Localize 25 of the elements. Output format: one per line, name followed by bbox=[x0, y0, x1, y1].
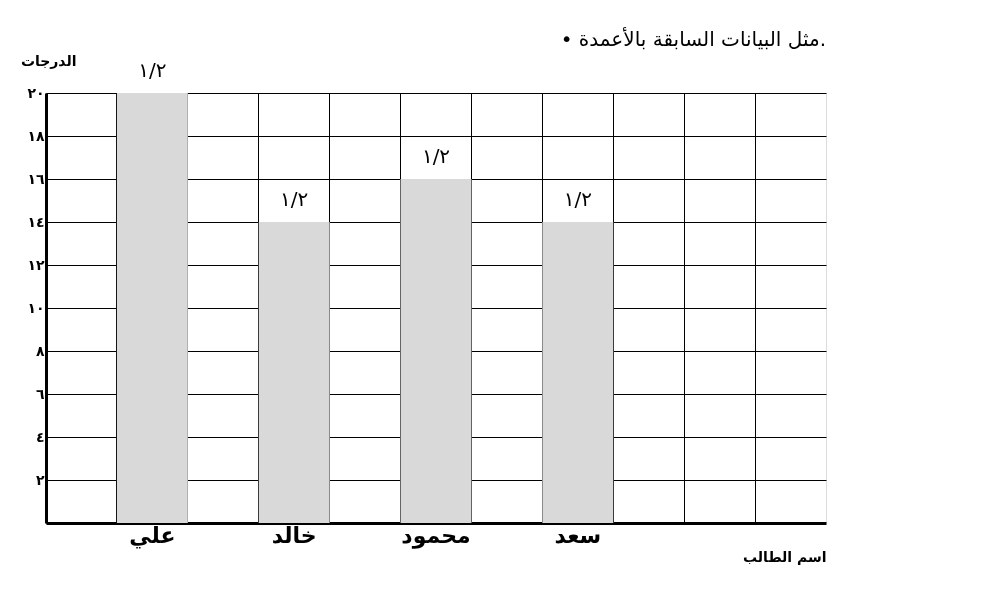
y-tick-label: ٢٠ bbox=[27, 84, 45, 101]
chart-title: • مثل البيانات السابقة بالأعمدة. bbox=[560, 27, 826, 51]
y-tick-label: ٦ bbox=[35, 385, 45, 402]
bar bbox=[258, 222, 330, 523]
y-tick-label: ١٠ bbox=[27, 299, 45, 316]
x-tick-label: محمود bbox=[401, 522, 471, 549]
x-tick-label: سعد bbox=[554, 522, 602, 548]
y-axis-title: الدرجات bbox=[20, 52, 77, 69]
x-tick-label: خالد bbox=[271, 522, 317, 548]
y-tick-label: ٤ bbox=[35, 428, 45, 445]
annotation: ١/٢ bbox=[280, 187, 309, 211]
bar bbox=[400, 179, 472, 523]
y-tick-label: ١٤ bbox=[27, 213, 45, 230]
x-axis-title: اسم الطالب bbox=[743, 548, 827, 565]
x-tick-label: علي bbox=[129, 522, 176, 549]
y-tick-label: ١٦ bbox=[27, 170, 45, 187]
annotation: ١/٢ bbox=[421, 144, 451, 168]
annotation: ١/٢ bbox=[138, 58, 167, 82]
y-tick-label: ١٨ bbox=[27, 127, 45, 144]
bar bbox=[542, 222, 614, 523]
annotation: ١/٢ bbox=[563, 187, 592, 211]
y-tick-label: ١٢ bbox=[27, 256, 45, 273]
y-tick-label: ٢ bbox=[35, 471, 45, 488]
bar bbox=[116, 93, 188, 523]
y-tick-label: ٨ bbox=[35, 342, 45, 359]
